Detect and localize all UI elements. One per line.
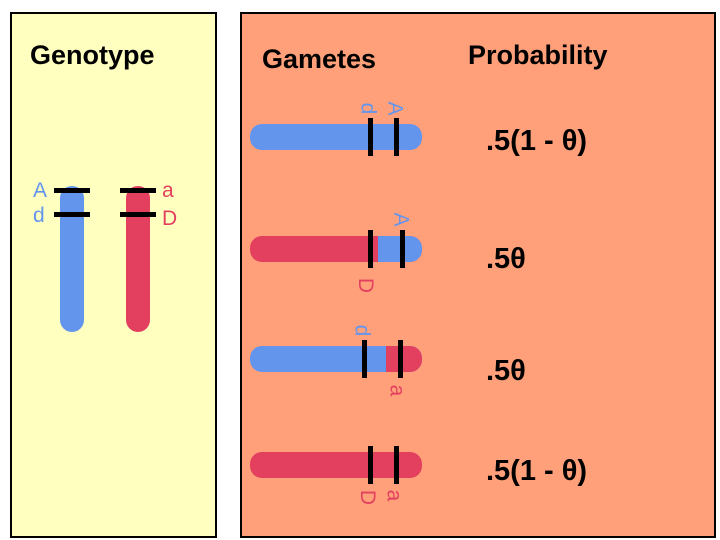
gamete-1-chromosome <box>250 124 422 150</box>
gametes-panel <box>240 12 716 538</box>
gamete-2-probability: .5θ <box>486 243 526 276</box>
genotype-allele-D: D <box>162 207 178 230</box>
genotype-header: Genotype <box>30 40 155 70</box>
genotype-red-chromosome <box>126 186 150 332</box>
genotype-allele-d: d <box>33 204 45 227</box>
gamete-4-locus-1 <box>368 446 373 484</box>
gamete-1-allele-A: A <box>383 101 407 116</box>
genotype-red-locus-2 <box>120 212 156 217</box>
gamete-3-probability-text: .5θ <box>486 355 526 387</box>
probability-header: Probability <box>468 40 608 70</box>
gamete-3-locus-2 <box>398 340 403 378</box>
gamete-4-chromosome <box>250 452 422 478</box>
gamete-3-locus-1 <box>362 340 367 378</box>
gamete-4-allele-a: a <box>382 489 406 502</box>
gamete-4-probability: .5(1 - θ) <box>486 455 588 487</box>
gamete-2-locus-1 <box>368 230 373 268</box>
genotype-red-locus-1 <box>120 188 156 193</box>
gamete-3-red-segment <box>386 346 422 372</box>
gamete-2-locus-2 <box>400 230 405 268</box>
genotype-allele-a: a <box>162 179 174 202</box>
gamete-1-locus-2 <box>394 118 399 156</box>
gamete-3-allele-a: a <box>385 384 409 397</box>
genotype-panel <box>10 12 217 538</box>
gamete-2-chromosome <box>250 236 422 262</box>
genotype-blue-chromosome <box>60 186 84 332</box>
gamete-1-allele-d: d <box>356 102 380 115</box>
gamete-2-allele-D: D <box>354 277 378 294</box>
gametes-header: Gametes <box>262 44 377 74</box>
gamete-3-probability: .5θ <box>486 355 526 388</box>
gamete-3-chromosome <box>250 346 422 372</box>
gamete-2-allele-A: A <box>389 212 413 227</box>
gamete-3-allele-d: d <box>350 324 374 337</box>
gamete-4-locus-2 <box>394 446 399 484</box>
genotype-blue-locus-1 <box>54 188 90 193</box>
genotype-allele-A: A <box>33 179 48 202</box>
gamete-2-probability-text: .5θ <box>486 243 526 275</box>
genotype-blue-locus-2 <box>54 212 90 217</box>
gamete-1-locus-1 <box>368 118 373 156</box>
gamete-1-probability: .5(1 - θ) <box>486 125 588 157</box>
gamete-4-allele-D: D <box>356 489 380 506</box>
